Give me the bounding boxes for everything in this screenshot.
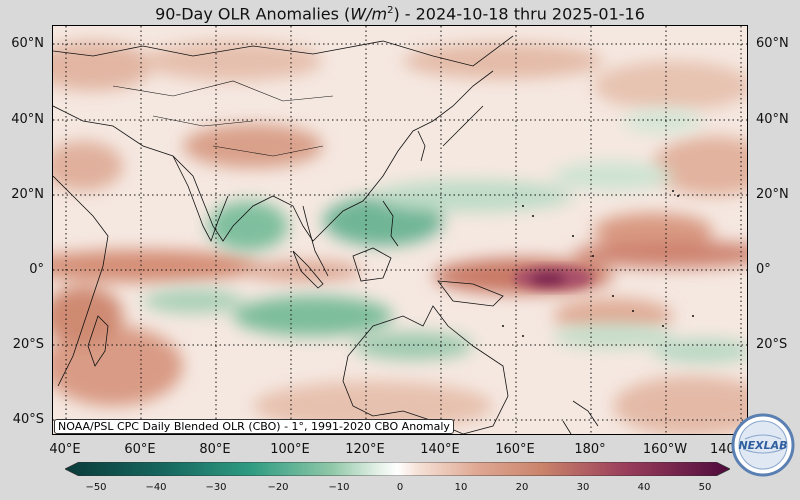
lat-label-right: 20°N [756, 187, 789, 202]
lon-label: 180° [574, 442, 606, 457]
logo-text: NEXLAB [738, 439, 787, 452]
colorbar-tick: 10 [454, 482, 468, 493]
lon-label: 40°E [49, 442, 81, 457]
nexlab-logo: NEXLAB [731, 413, 795, 477]
colorbar-tick: 50 [698, 482, 712, 493]
lat-label-right: 40°N [756, 112, 789, 127]
anomaly-field [53, 26, 747, 434]
lat-label-right: 0° [756, 262, 771, 277]
colorbar-tick: −20 [267, 482, 289, 493]
lat-label-left: 20°S [12, 337, 44, 352]
lat-label-left: 60°N [11, 36, 44, 51]
lon-label: 120°E [345, 442, 385, 457]
map-title: 90-Day OLR Anomalies (W/m2) - 2024-10-18… [155, 4, 645, 24]
colorbar-tick: 40 [637, 482, 651, 493]
colorbar-tick: 0 [396, 482, 404, 493]
source-note: NOAA/PSL CPC Daily Blended OLR (CBO) - 1… [54, 419, 454, 434]
negative-anomaly-regions [143, 109, 747, 363]
lat-label-right: 60°N [756, 36, 789, 51]
lon-label: 140°E [420, 442, 460, 457]
lon-label: 160°W [642, 442, 688, 457]
lon-label: 80°E [199, 442, 231, 457]
positive-anomaly-regions [53, 41, 747, 434]
lat-label-left: 40°N [11, 112, 44, 127]
colorbar-tick: −50 [85, 482, 107, 493]
lon-label: 60°E [124, 442, 156, 457]
colorbar-tick: −40 [145, 482, 167, 493]
colorbar-tick: 20 [515, 482, 529, 493]
map-panel [52, 25, 748, 435]
colorbar-tick: 30 [576, 482, 590, 493]
colorbar-tick: −30 [205, 482, 227, 493]
lat-label-right: 20°S [756, 337, 788, 352]
gridlines [53, 26, 747, 434]
coastlines [53, 35, 599, 434]
colorbar [65, 462, 730, 476]
lat-label-left: 20°N [11, 187, 44, 202]
colorbar-tick: −10 [328, 482, 350, 493]
lat-label-left: 40°S [12, 412, 44, 427]
lon-label: 100°E [270, 442, 310, 457]
lon-label: 160°E [495, 442, 535, 457]
lat-label-left: 0° [29, 262, 44, 277]
